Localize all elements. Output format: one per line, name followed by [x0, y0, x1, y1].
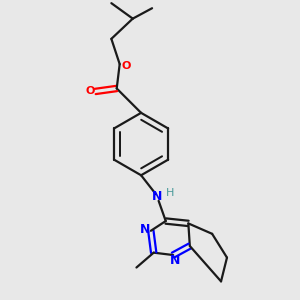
Text: H: H	[166, 188, 174, 198]
Text: O: O	[122, 61, 131, 70]
Text: N: N	[140, 223, 150, 236]
Text: O: O	[85, 85, 94, 96]
Text: N: N	[152, 190, 163, 203]
Text: N: N	[169, 254, 180, 267]
